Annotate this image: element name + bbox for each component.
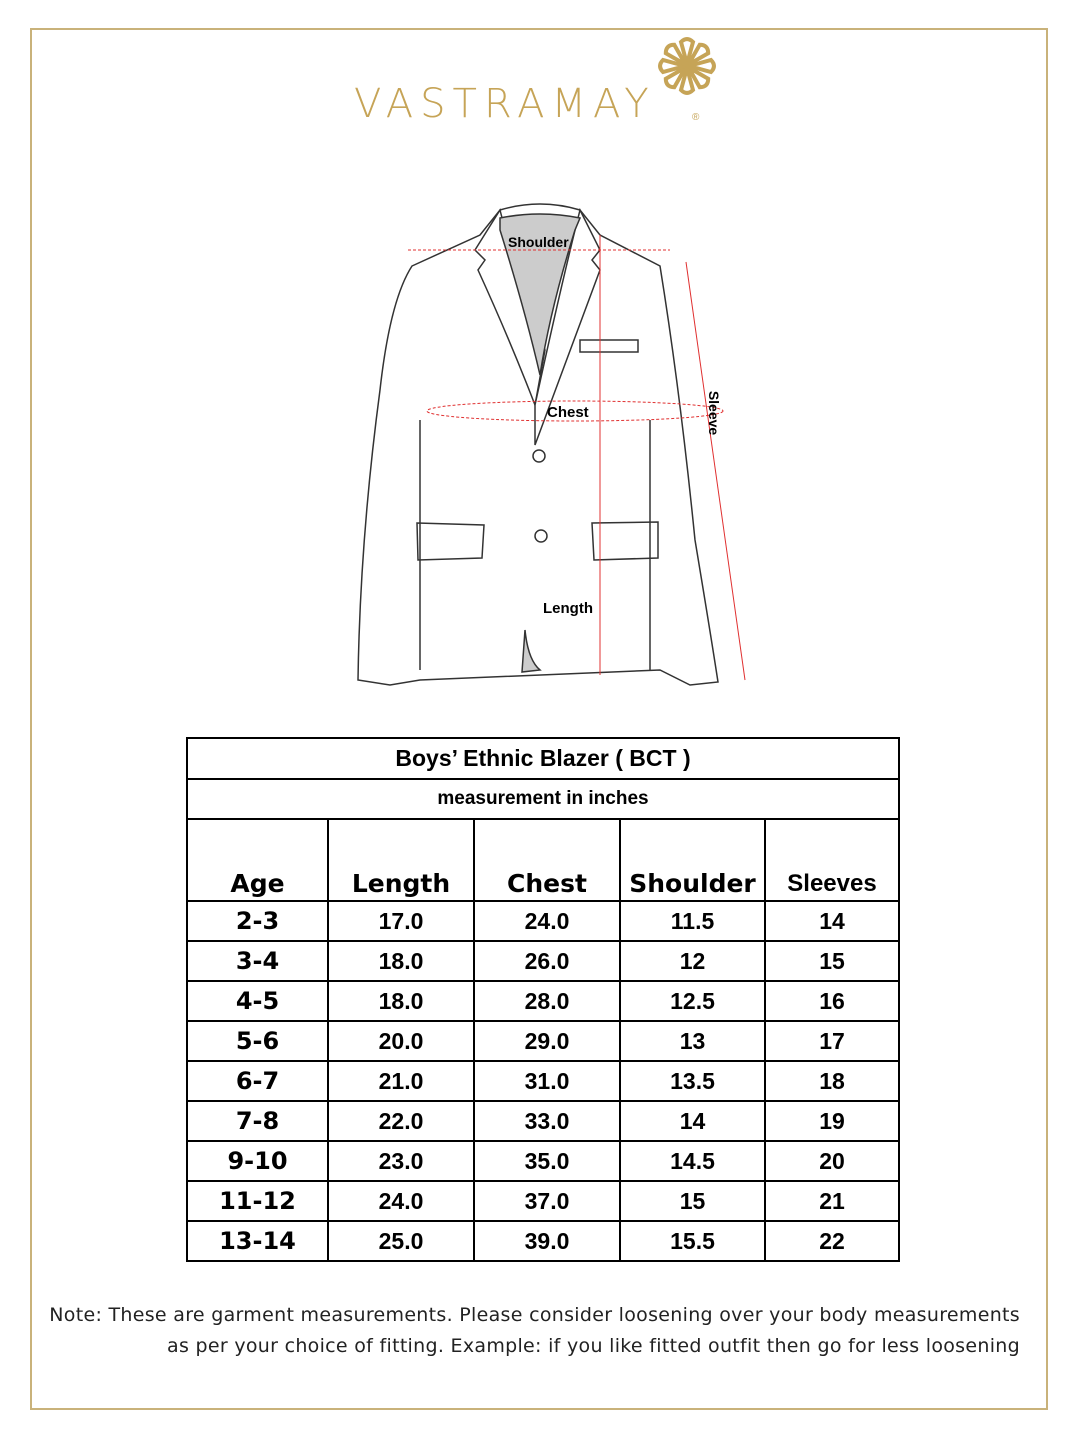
table-cell-length: 24.0 [327,1180,475,1222]
table-cell-length: 23.0 [327,1140,475,1182]
gold-border [30,28,1048,1410]
table-cell-age: 13-14 [186,1220,329,1262]
table-cell-chest: 37.0 [473,1180,621,1222]
table-cell-length: 21.0 [327,1060,475,1102]
column-header-chest: Chest [473,818,621,902]
table-cell-length: 18.0 [327,940,475,982]
table-cell-length: 17.0 [327,900,475,942]
table-cell-shoulder: 14.5 [619,1140,766,1182]
table-cell-age: 5-6 [186,1020,329,1062]
table-cell-chest: 24.0 [473,900,621,942]
table-cell-sleeves: 21 [764,1180,900,1222]
table-cell-length: 18.0 [327,980,475,1022]
table-cell-shoulder: 12 [619,940,766,982]
table-cell-sleeves: 20 [764,1140,900,1182]
table-cell-shoulder: 12.5 [619,980,766,1022]
table-row: 11-12 24.0 37.0 15 21 [186,1180,900,1222]
table-cell-chest: 39.0 [473,1220,621,1262]
column-header-sleeves: Sleeves [764,818,900,902]
table-cell-chest: 29.0 [473,1020,621,1062]
table-cell-age: 2-3 [186,900,329,942]
table-cell-sleeves: 15 [764,940,900,982]
table-cell-shoulder: 15 [619,1180,766,1222]
table-row: 4-5 18.0 28.0 12.5 16 [186,980,900,1022]
shoulder-label: Shoulder [508,234,569,250]
size-chart-table: Boys’ Ethnic Blazer ( BCT ) measurement … [186,737,900,1262]
table-cell-shoulder: 11.5 [619,900,766,942]
table-cell-sleeves: 14 [764,900,900,942]
table-cell-length: 25.0 [327,1220,475,1262]
fit-note: Note: These are garment measurements. Pl… [30,1300,1020,1362]
table-row: 9-10 23.0 35.0 14.5 20 [186,1140,900,1182]
table-cell-length: 22.0 [327,1100,475,1142]
brand-flower-icon [658,37,716,95]
table-cell-chest: 26.0 [473,940,621,982]
table-cell-chest: 33.0 [473,1100,621,1142]
table-cell-chest: 28.0 [473,980,621,1022]
table-cell-age: 3-4 [186,940,329,982]
table-row: 13-14 25.0 39.0 15.5 22 [186,1220,900,1262]
table-cell-sleeves: 17 [764,1020,900,1062]
length-label: Length [543,600,593,617]
table-cell-age: 11-12 [186,1180,329,1222]
table-cell-chest: 35.0 [473,1140,621,1182]
table-cell-shoulder: 14 [619,1100,766,1142]
registered-mark: ® [692,112,700,123]
table-title: Boys’ Ethnic Blazer ( BCT ) [186,737,900,780]
table-row: 6-7 21.0 31.0 13.5 18 [186,1060,900,1102]
table-cell-age: 7-8 [186,1100,329,1142]
table-row: 7-8 22.0 33.0 14 19 [186,1100,900,1142]
table-cell-sleeves: 19 [764,1100,900,1142]
table-cell-length: 20.0 [327,1020,475,1062]
table-cell-shoulder: 13 [619,1020,766,1062]
blazer-diagram [357,203,746,686]
table-cell-shoulder: 15.5 [619,1220,766,1262]
table-cell-shoulder: 13.5 [619,1060,766,1102]
brand-logo-text: VASTRAMAY [354,81,656,127]
table-subtitle: measurement in inches [186,778,900,820]
column-header-shoulder: Shoulder [619,818,766,902]
table-cell-age: 9-10 [186,1140,329,1182]
column-header-age: Age [186,818,329,902]
table-cell-sleeves: 22 [764,1220,900,1262]
table-cell-age: 6-7 [186,1060,329,1102]
table-cell-chest: 31.0 [473,1060,621,1102]
table-cell-sleeves: 18 [764,1060,900,1102]
note-line-2: as per your choice of fitting. Example: … [167,1335,1020,1357]
table-cell-sleeves: 16 [764,980,900,1022]
table-cell-age: 4-5 [186,980,329,1022]
table-row: 5-6 20.0 29.0 13 17 [186,1020,900,1062]
column-header-length: Length [327,818,475,902]
table-row: 2-3 17.0 24.0 11.5 14 [186,900,900,942]
table-row: 3-4 18.0 26.0 12 15 [186,940,900,982]
chest-label: Chest [547,404,589,421]
note-line-1: Note: These are garment measurements. Pl… [49,1304,1020,1326]
sleeve-label: Sleeve [706,390,723,436]
